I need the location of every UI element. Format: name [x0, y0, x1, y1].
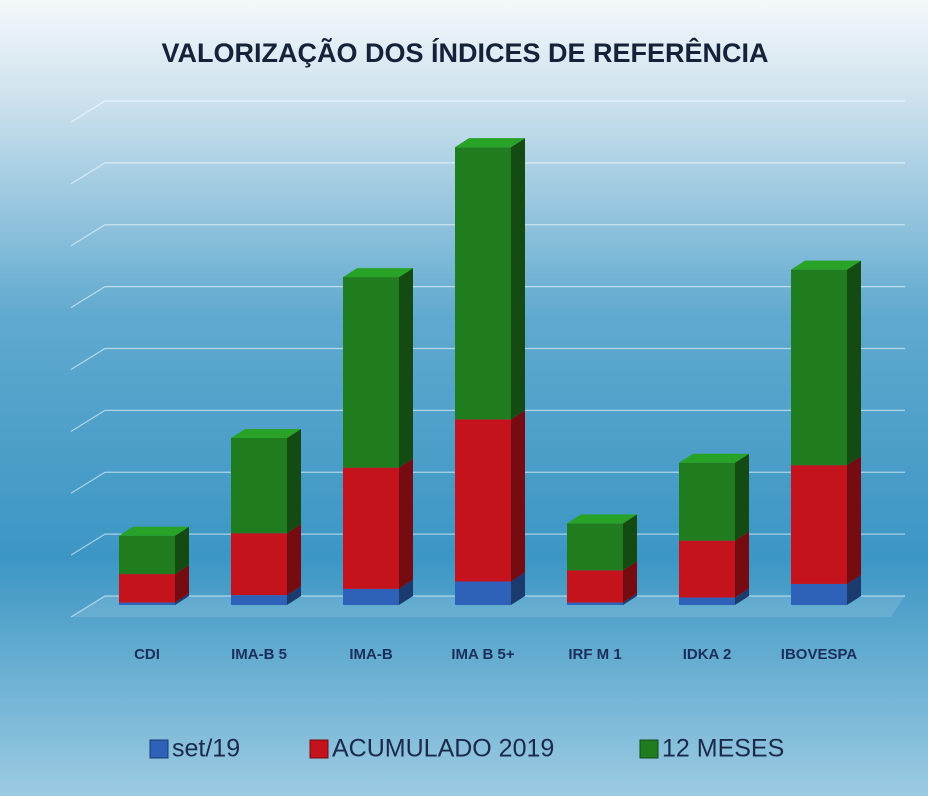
bar-side	[175, 526, 189, 575]
bar-side	[287, 428, 301, 534]
bar-segment	[119, 565, 189, 603]
bar-front	[791, 269, 847, 466]
grid-line	[70, 471, 905, 494]
grid-line	[70, 595, 905, 618]
bar-side	[623, 514, 637, 571]
bar-front	[455, 419, 511, 582]
x-tick-label: IRF M 1	[568, 646, 621, 663]
bar-segment	[791, 456, 861, 584]
grid-line	[70, 533, 905, 556]
grid-line	[70, 409, 905, 432]
bar-side	[511, 138, 525, 420]
bar-side	[511, 572, 525, 605]
bar-front	[119, 574, 175, 603]
bar-segment	[343, 579, 413, 605]
bar-top	[567, 514, 637, 524]
bar-segment	[119, 593, 189, 605]
bar-side	[399, 458, 413, 589]
bar-front	[231, 595, 287, 605]
bar-front	[343, 467, 399, 589]
bar-segment	[119, 526, 189, 575]
bar-side	[287, 586, 301, 605]
bar-front	[231, 533, 287, 596]
bar-segment	[791, 260, 861, 466]
legend-label: 12 MESES	[662, 735, 784, 763]
bar-side	[623, 561, 637, 603]
bar-top	[231, 428, 301, 438]
bar-top	[791, 260, 861, 270]
grid-line	[70, 286, 905, 309]
bar-side	[847, 456, 861, 584]
bar-side	[399, 268, 413, 468]
bar-front	[679, 462, 735, 541]
legend-label: ACUMULADO 2019	[332, 735, 554, 763]
bar-segment	[567, 561, 637, 603]
x-tick-label: CDI	[134, 646, 160, 663]
bar-front	[567, 602, 623, 605]
bar-segment	[567, 514, 637, 571]
bar-side	[175, 565, 189, 603]
bar-side	[735, 588, 749, 605]
bar-side	[287, 524, 301, 596]
bar-segment	[791, 574, 861, 605]
legend-swatch	[309, 739, 329, 759]
bar-segment	[231, 586, 301, 605]
x-tick-label: IMA-B	[349, 646, 392, 663]
bar-front	[679, 540, 735, 598]
bar-front	[343, 588, 399, 605]
bar-segment	[679, 453, 749, 541]
bar-segment	[343, 268, 413, 468]
legend-swatch	[639, 739, 659, 759]
bar-top	[119, 526, 189, 536]
bar-front	[455, 147, 511, 420]
bar-segment	[679, 531, 749, 598]
bar-side	[511, 410, 525, 582]
bar-top	[679, 453, 749, 463]
bar-segment	[455, 572, 525, 605]
bar-top	[343, 268, 413, 278]
bar-front	[231, 437, 287, 534]
x-tick-label: IMA-B 5	[231, 646, 287, 663]
grid-line	[70, 162, 905, 185]
grid-line	[70, 224, 905, 247]
bar-front	[679, 597, 735, 605]
x-tick-label: IMA B 5+	[451, 646, 514, 663]
legend-swatch	[149, 739, 169, 759]
bar-segment	[567, 593, 637, 605]
bar-side	[175, 593, 189, 605]
legend-label: set/19	[172, 735, 240, 763]
bar-side	[399, 579, 413, 605]
x-tick-label: IBOVESPA	[781, 646, 858, 663]
bar-side	[847, 574, 861, 605]
bar-side	[623, 593, 637, 605]
bar-segment	[343, 458, 413, 589]
bar-segment	[231, 428, 301, 534]
bar-side	[735, 453, 749, 541]
bar-front	[343, 277, 399, 468]
bar-top	[455, 138, 525, 148]
bar-front	[119, 535, 175, 575]
bar-side	[847, 260, 861, 466]
bar-front	[567, 523, 623, 571]
bar-segment	[231, 524, 301, 596]
grid-line	[70, 100, 905, 123]
bar-front	[455, 581, 511, 605]
bar-front	[567, 570, 623, 603]
bar-segment	[679, 588, 749, 605]
bar-side	[735, 531, 749, 598]
bar-segment	[455, 410, 525, 582]
bar-segment	[455, 138, 525, 420]
x-tick-label: IDKA 2	[683, 646, 732, 663]
grid-line	[70, 347, 905, 371]
bar-front	[119, 602, 175, 605]
bar-front	[791, 465, 847, 584]
chart-title: VALORIZAÇÃO DOS ÍNDICES DE REFERÊNCIA	[161, 37, 768, 68]
bar-front	[791, 583, 847, 605]
